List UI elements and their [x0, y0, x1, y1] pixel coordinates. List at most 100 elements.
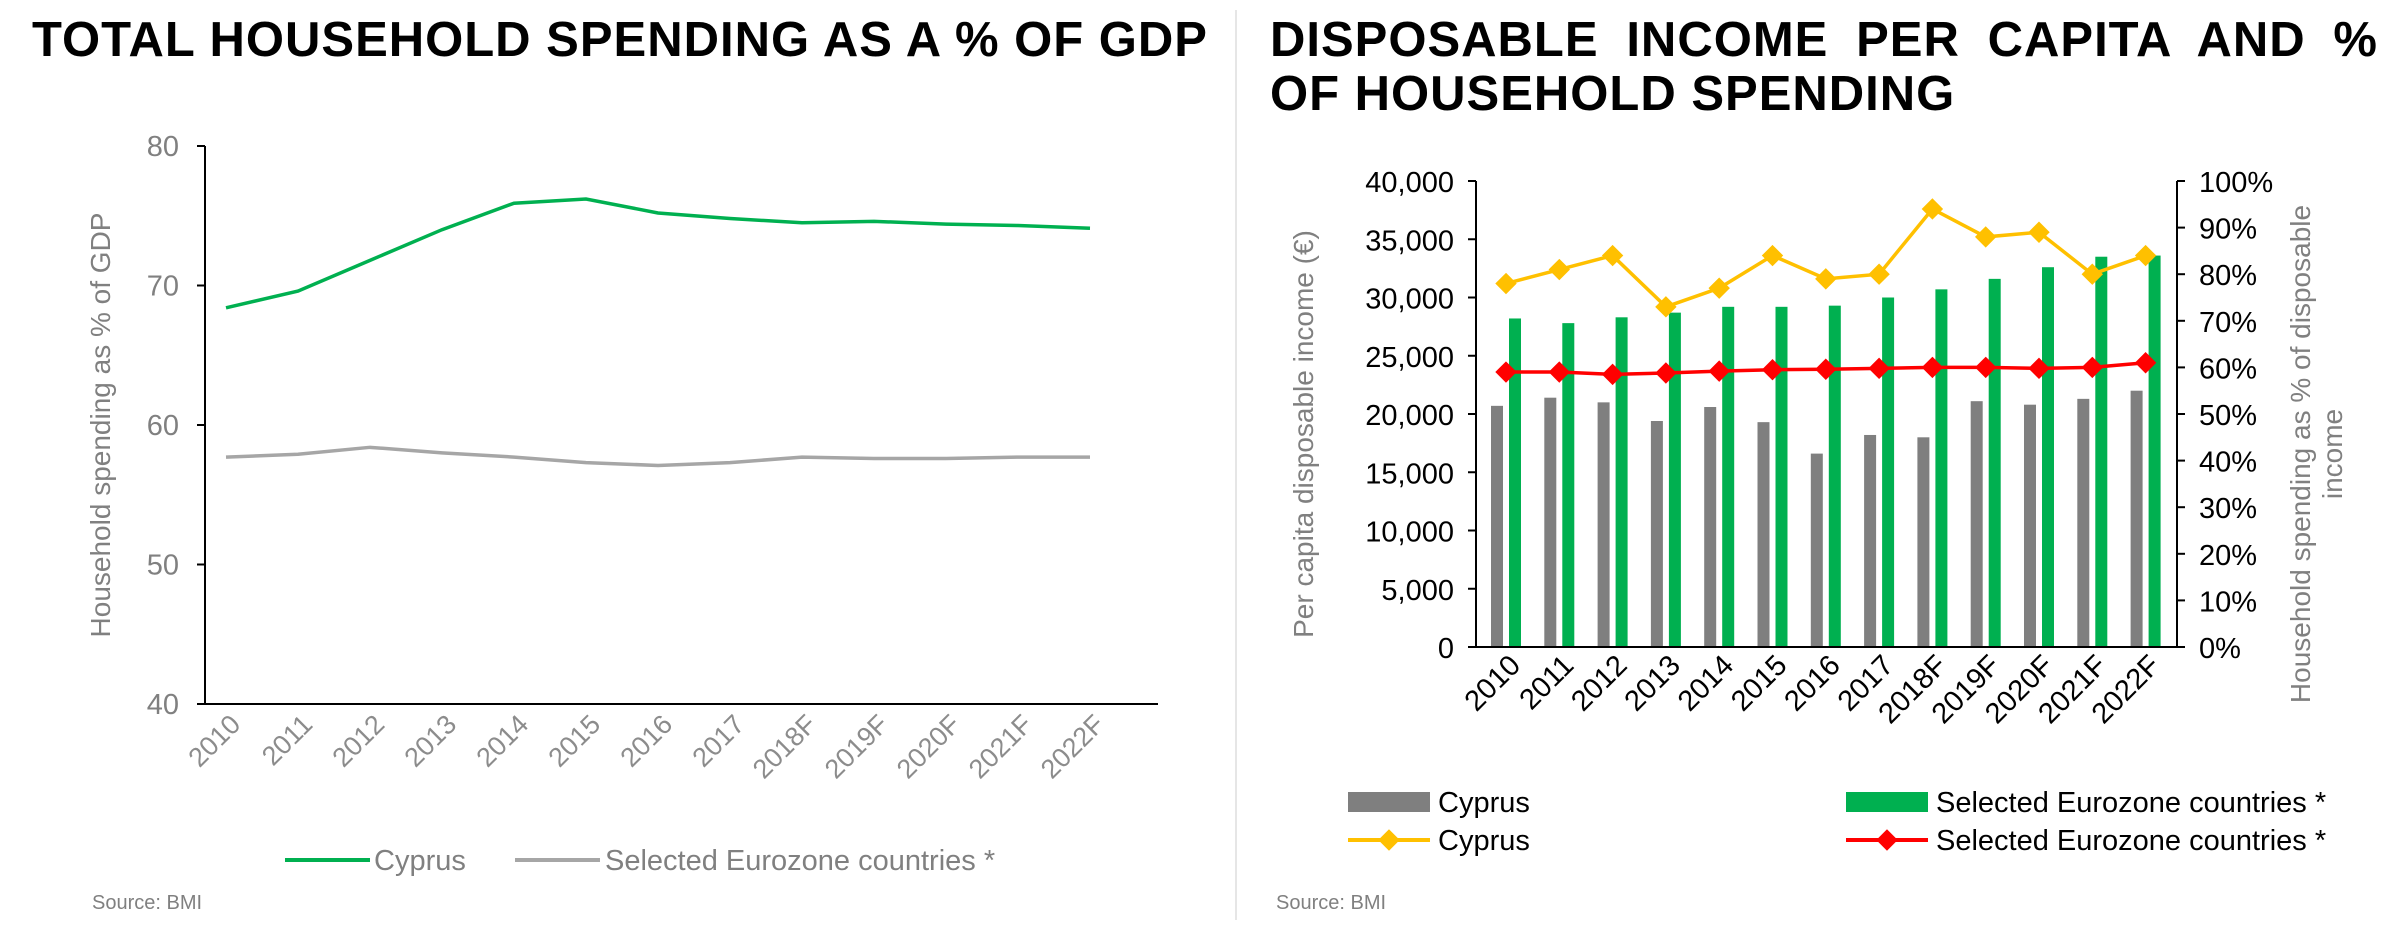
- marker-cyprus: [1761, 244, 1784, 267]
- y2-tick-label: 70%: [2199, 307, 2257, 339]
- marker-eurozone: [1761, 359, 1784, 381]
- y-tick-label: 35,000: [1365, 225, 1454, 257]
- bar-cyprus: [2024, 404, 2036, 647]
- bar-eurozone: [2042, 267, 2054, 647]
- y2-axis-title: Household spending as % of disposableinc…: [2285, 205, 2348, 703]
- y-tick-label: 15,000: [1365, 458, 1454, 490]
- bar-eurozone: [2148, 255, 2161, 647]
- legend-swatch: [1348, 792, 1430, 812]
- bar-cyprus: [1544, 397, 1557, 647]
- y-tick-label: 70: [147, 271, 179, 303]
- bar-cyprus: [1650, 420, 1663, 647]
- marker-eurozone: [1548, 361, 1571, 383]
- marker-cyprus: [1548, 258, 1571, 281]
- x-tick-label: 2013: [1619, 649, 1687, 717]
- right-source-note: Source: BMI: [1276, 892, 1387, 914]
- bar-cyprus: [1917, 437, 1930, 647]
- bar-eurozone: [1828, 305, 1841, 647]
- bar-cyprus: [1491, 405, 1503, 647]
- marker-cyprus: [1708, 277, 1730, 299]
- y-tick-label: 30,000: [1365, 284, 1454, 316]
- legend-label: Cyprus: [374, 845, 466, 877]
- legend-label: Selected Eurozone countries *: [1936, 787, 2326, 819]
- marker-eurozone: [1815, 358, 1837, 380]
- y2-tick-label: 50%: [2199, 400, 2257, 432]
- y2-tick-label: 100%: [2199, 167, 2273, 199]
- y-tick-label: 20,000: [1365, 400, 1454, 432]
- bar-cyprus: [2077, 398, 2090, 647]
- bar-eurozone: [1562, 323, 1575, 647]
- y-tick-label: 25,000: [1365, 342, 1454, 374]
- legend-swatch: [1846, 792, 1928, 812]
- x-tick-label: 2012: [1565, 649, 1633, 717]
- x-tick-label: 2015: [1725, 649, 1793, 717]
- x-tick-label: 2014: [1672, 649, 1740, 717]
- bar-eurozone: [1988, 278, 2001, 647]
- marker-cyprus: [2028, 221, 2050, 243]
- legend-label: Cyprus: [1438, 787, 1530, 819]
- y-tick-label: 5,000: [1381, 575, 1454, 607]
- left-source-note: Source: BMI: [92, 892, 203, 914]
- y-tick-label: 60: [147, 410, 179, 442]
- marker-eurozone: [2081, 356, 2104, 379]
- bar-cyprus: [1597, 402, 1610, 647]
- series-line-cyprus: [225, 197, 1091, 310]
- bar-cyprus: [1757, 422, 1770, 647]
- y2-tick-label: 0%: [2199, 633, 2241, 665]
- left-chart-title: TOTAL HOUSEHOLD SPENDING AS A % OF GDP: [32, 13, 1208, 67]
- bar-cyprus: [1864, 434, 1877, 647]
- bar-eurozone: [1722, 306, 1735, 647]
- bar-cyprus: [1970, 401, 1983, 647]
- right-chart-title-line2: OF HOUSEHOLD SPENDING: [1270, 67, 1956, 121]
- marker-cyprus: [2081, 263, 2104, 285]
- y-tick-label: 40,000: [1365, 167, 1454, 199]
- bar-eurozone: [1509, 318, 1521, 647]
- bar-eurozone: [1935, 289, 1948, 647]
- y2-tick-label: 60%: [2199, 353, 2257, 385]
- marker-eurozone: [1921, 356, 1944, 379]
- y2-tick-label: 40%: [2199, 447, 2257, 479]
- x-tick-label: 2016: [1779, 649, 1847, 717]
- bar-eurozone: [1775, 306, 1788, 647]
- y2-axis-title-line2: income: [2317, 409, 2348, 499]
- marker-eurozone: [1974, 356, 1997, 379]
- y-tick-label: 50: [147, 550, 179, 582]
- marker-eurozone: [2134, 352, 2157, 374]
- legend-label: Cyprus: [1438, 825, 1530, 857]
- y-tick-label: 40: [147, 689, 179, 721]
- y2-tick-label: 90%: [2199, 214, 2257, 246]
- marker-cyprus: [1868, 263, 1890, 285]
- series-line-eurozone: [225, 445, 1090, 468]
- y2-tick-label: 10%: [2199, 586, 2257, 618]
- y-tick-label: 10,000: [1365, 517, 1454, 549]
- marker-cyprus: [1974, 226, 1997, 248]
- bar-eurozone: [2095, 256, 2108, 647]
- marker-cyprus: [1601, 244, 1624, 267]
- marker-eurozone: [1601, 363, 1624, 386]
- marker-eurozone: [1655, 362, 1677, 384]
- bar-cyprus: [1704, 407, 1717, 647]
- y-axis-title: Per capita disposable income (€): [1288, 230, 1319, 638]
- legend-label: Selected Eurozone countries *: [605, 845, 995, 877]
- y2-tick-label: 20%: [2199, 540, 2257, 572]
- y2-axis-title-line1: Household spending as % of disposable: [2285, 205, 2316, 703]
- bar-eurozone: [1615, 317, 1628, 647]
- bar-eurozone: [1882, 297, 1895, 647]
- y-axis-title: Household spending as % of GDP: [85, 213, 116, 638]
- y-tick-label: 80: [147, 131, 179, 163]
- marker-cyprus: [2134, 244, 2157, 267]
- y2-tick-label: 30%: [2199, 493, 2257, 525]
- x-tick-label: 2011: [1514, 649, 1581, 716]
- marker-cyprus: [1495, 272, 1517, 295]
- legend-marker: [1378, 829, 1400, 851]
- marker-eurozone: [2028, 357, 2050, 380]
- bar-cyprus: [2130, 390, 2143, 647]
- bar-eurozone: [1668, 312, 1681, 647]
- legend-marker: [1876, 829, 1898, 851]
- panel-divider: [1235, 10, 1237, 920]
- legend-label: Selected Eurozone countries *: [1936, 825, 2326, 857]
- bar-cyprus: [1810, 453, 1823, 647]
- marker-eurozone: [1495, 361, 1517, 383]
